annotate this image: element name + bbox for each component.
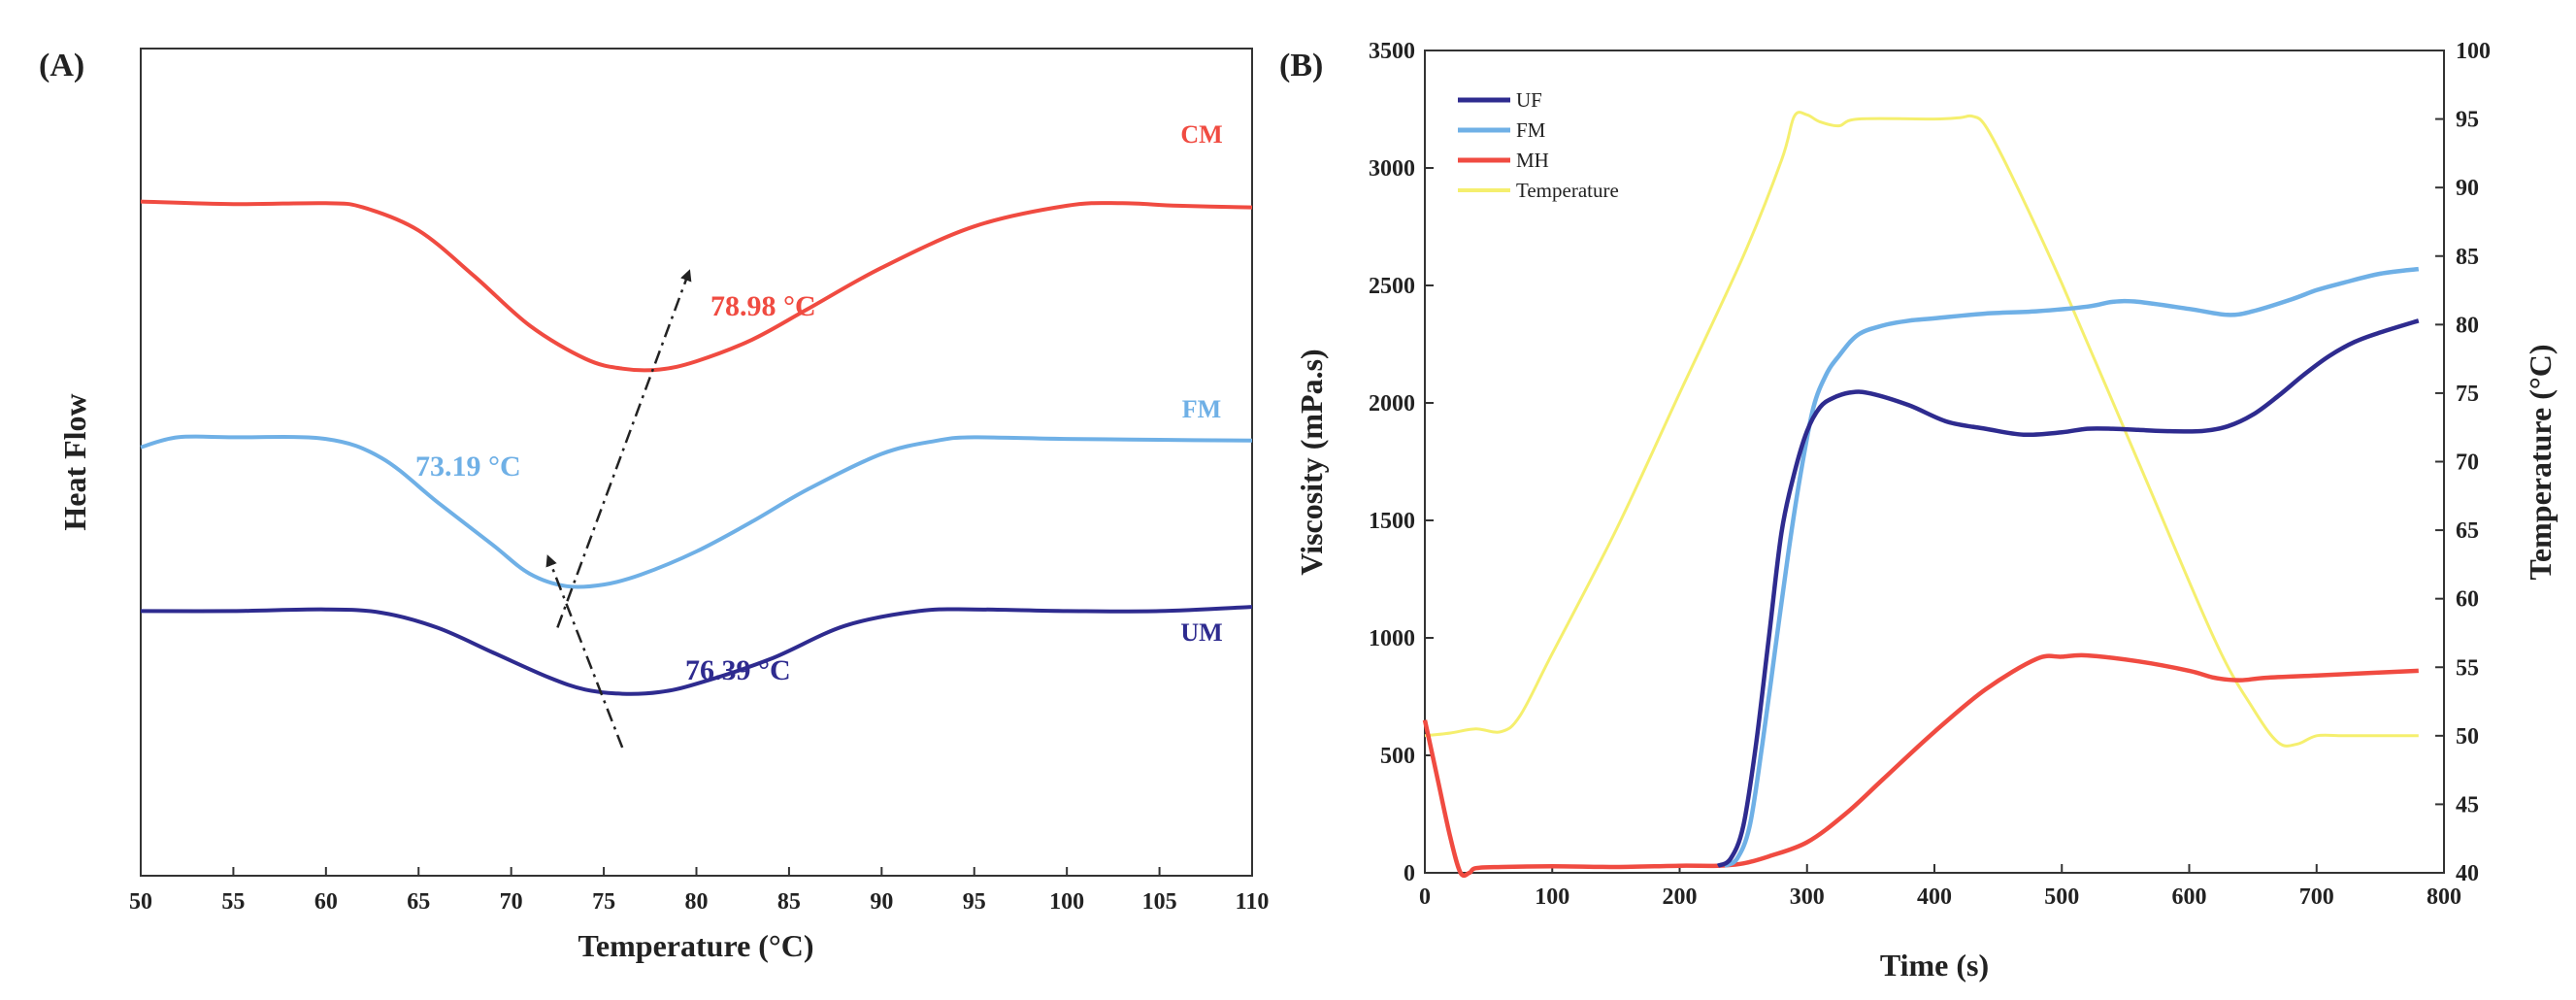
panel-b-y2-tick-label-5: 65: [2456, 518, 2479, 544]
panel-b-y-axis-title: Viscosity (mPa.s): [1294, 349, 1329, 575]
panel-a-trend-arrow-1: [545, 554, 624, 749]
panel-a-plot-frame: [140, 48, 1253, 877]
panel-b-y-tick-label-2: 1000: [1369, 626, 1415, 651]
panel-b-y-tick-label-6: 3000: [1369, 156, 1415, 182]
panel-b-x-tick-label-0: 0: [1419, 884, 1431, 910]
panel-a-arrows: [545, 269, 692, 749]
panel-a-peak-label-cm: 78.98 °C: [710, 290, 816, 322]
panel-a-trend-arrow-0: [556, 269, 692, 628]
panel-a: (A) 50 55 60 65 70 75 80 85 90 95 100 105 110 CM FM …: [39, 48, 1269, 963]
panel-b-x-tick-label-2: 200: [1663, 884, 1698, 910]
panel-a-x-tick-label-11: 105: [1142, 889, 1177, 915]
panel-b-y2-ticks: 40 45 50 55 60 65 70 75 80 85 90 95 100: [2435, 39, 2491, 886]
panel-b-x-axis-title: Time (s): [1880, 948, 1989, 983]
panel-b-y2-tick-label-4: 60: [2456, 587, 2479, 613]
panel-b-y2-tick-label-3: 55: [2456, 655, 2479, 681]
panel-b-y2-tick-label-8: 80: [2456, 313, 2479, 338]
panel-b-x-tick-label-4: 400: [1917, 884, 1952, 910]
panel-a-series-label-um: UM: [1180, 618, 1222, 647]
panel-a-x-tick-label-8: 90: [870, 889, 893, 915]
panel-a-x-axis-title: Temperature (°C): [578, 928, 814, 963]
panel-b-plot-frame: [1424, 50, 2445, 874]
panel-b-y-tick-label-0: 0: [1404, 861, 1415, 886]
panel-a-x-tick-label-6: 80: [685, 889, 709, 915]
panel-b-y2-axis-title: Temperature (°C): [2523, 345, 2558, 581]
panel-b-series: [1422, 111, 2420, 879]
panel-b-x-tick-label-7: 700: [2299, 884, 2334, 910]
legend-label-mh: MH: [1516, 149, 1549, 172]
panel-a-series-line-fm: [140, 434, 1253, 589]
panel-b-y2-tick-label-6: 70: [2456, 450, 2479, 476]
panel-b-y2-tick-label-0: 40: [2456, 861, 2479, 886]
panel-b-y-tick-label-5: 2500: [1369, 274, 1415, 299]
panel-b-y2-tick-label-7: 75: [2456, 382, 2479, 407]
panel-a-label: (A): [39, 48, 84, 83]
panel-a-x-tick-label-4: 70: [500, 889, 523, 915]
panel-a-x-tick-label-7: 85: [777, 889, 801, 915]
panel-b-x-tick-label-5: 500: [2044, 884, 2079, 910]
panel-a-series-line-um: [140, 605, 1253, 696]
panel-b-series-line-temperature: [1424, 111, 2419, 748]
panel-a-peak-label-fm: 73.19 °C: [415, 450, 521, 483]
panel-a-series-line-cm: [140, 199, 1253, 373]
panel-b-y-tick-label-7: 3500: [1369, 39, 1415, 64]
panel-b-x-tick-label-6: 600: [2172, 884, 2207, 910]
legend-label-uf: UF: [1516, 88, 1542, 112]
panel-a-x-tick-label-10: 100: [1049, 889, 1084, 915]
panel-a-y-axis-title: Heat Flow: [57, 393, 92, 530]
panel-a-x-tick-label-1: 55: [221, 889, 245, 915]
legend-label-temperature: Temperature: [1516, 179, 1619, 202]
panel-a-x-tick-label-12: 110: [1236, 889, 1270, 915]
legend-label-fm: FM: [1516, 118, 1546, 142]
panel-a-series: [140, 199, 1253, 696]
panel-b-series-line-fm: [1723, 266, 2420, 868]
panel-a-x-tick-label-5: 75: [592, 889, 615, 915]
panel-b-y2-tick-label-2: 50: [2456, 724, 2479, 750]
panel-b-y-tick-label-3: 1500: [1369, 509, 1415, 534]
panel-b-y-tick-label-4: 2000: [1369, 391, 1415, 417]
panel-b-series-line-mh: [1422, 652, 2419, 879]
panel-b-x-tick-label-8: 800: [2427, 884, 2461, 910]
panel-b-x-tick-label-3: 300: [1790, 884, 1825, 910]
panel-b-y2-tick-label-1: 45: [2456, 792, 2479, 817]
panel-b-y2-tick-label-9: 85: [2456, 245, 2479, 270]
panel-b-legend: UF FM MH Temperature: [1458, 88, 1619, 202]
panel-a-series-label-fm: FM: [1182, 395, 1221, 423]
panel-a-x-tick-label-9: 95: [963, 889, 986, 915]
panel-b-x-tick-label-1: 100: [1535, 884, 1569, 910]
panel-a-peak-label-um: 76.39 °C: [685, 654, 791, 686]
panel-b-y2-tick-label-12: 100: [2456, 39, 2491, 64]
panel-b-y-tick-label-1: 500: [1380, 744, 1415, 769]
panel-a-x-tick-label-0: 50: [129, 889, 152, 915]
panel-b-x-ticks: 0 100 200 300 400 500 600 700 800: [1419, 864, 2461, 910]
panel-b: (B) 0 100 200 300 400 500 600 700 800 0 500 1000 15…: [1279, 39, 2558, 983]
panel-b-y2-tick-label-10: 90: [2456, 176, 2479, 201]
panel-b-y-ticks: 0 500 1000 1500 2000 2500 3000 3500: [1369, 39, 1434, 886]
panel-a-x-tick-label-3: 65: [407, 889, 430, 915]
panel-a-x-ticks: 50 55 60 65 70 75 80 85 90 95 100 105 110: [129, 867, 1269, 915]
panel-b-series-line-uf: [1716, 318, 2420, 868]
panel-a-series-label-cm: CM: [1180, 120, 1222, 149]
panel-a-x-tick-label-2: 60: [314, 889, 338, 915]
panel-b-y2-tick-label-11: 95: [2456, 108, 2479, 133]
panel-b-label: (B): [1279, 48, 1323, 83]
